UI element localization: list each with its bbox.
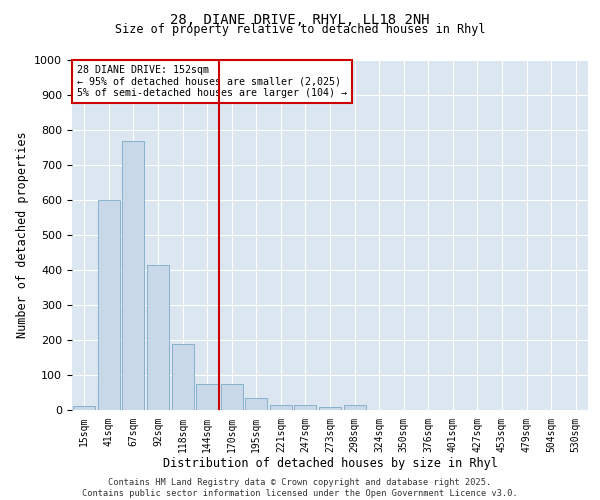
Bar — [196, 384, 218, 410]
Text: Size of property relative to detached houses in Rhyl: Size of property relative to detached ho… — [115, 24, 485, 36]
Bar — [122, 140, 145, 410]
Bar — [319, 406, 341, 410]
Text: 28, DIANE DRIVE, RHYL, LL18 2NH: 28, DIANE DRIVE, RHYL, LL18 2NH — [170, 12, 430, 26]
Text: Contains HM Land Registry data © Crown copyright and database right 2025.
Contai: Contains HM Land Registry data © Crown c… — [82, 478, 518, 498]
Y-axis label: Number of detached properties: Number of detached properties — [16, 132, 29, 338]
Bar — [270, 405, 292, 410]
Bar — [245, 398, 268, 410]
X-axis label: Distribution of detached houses by size in Rhyl: Distribution of detached houses by size … — [163, 457, 497, 470]
Bar — [344, 405, 365, 410]
Bar — [295, 405, 316, 410]
Bar — [98, 200, 120, 410]
Bar — [73, 406, 95, 410]
Text: 28 DIANE DRIVE: 152sqm
← 95% of detached houses are smaller (2,025)
5% of semi-d: 28 DIANE DRIVE: 152sqm ← 95% of detached… — [77, 66, 347, 98]
Bar — [221, 384, 243, 410]
Bar — [172, 344, 194, 410]
Bar — [147, 265, 169, 410]
